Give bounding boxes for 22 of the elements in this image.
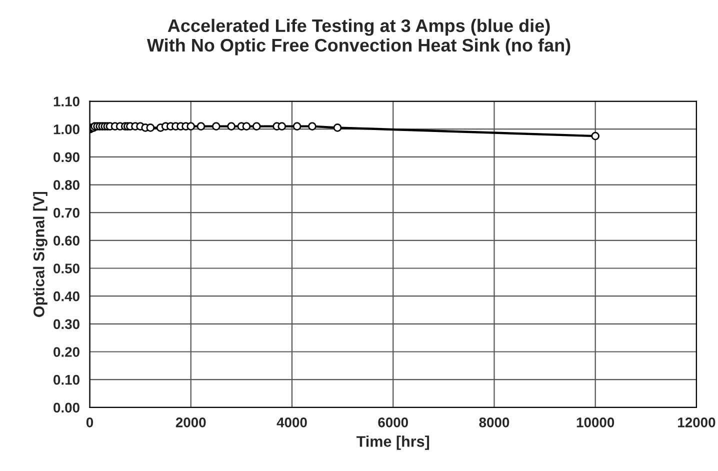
x-tick-label: 6000 xyxy=(378,418,408,428)
y-tick-label: 1.00 xyxy=(54,124,80,134)
x-axis-title: Time [hrs] xyxy=(356,436,430,450)
x-tick-label: 8000 xyxy=(479,418,510,428)
y-tick-label: 0.00 xyxy=(54,402,80,413)
y-tick-label: 0.80 xyxy=(54,180,80,190)
y-tick-label: 1.10 xyxy=(54,96,80,106)
y-axis-title: Optical Signal [V] xyxy=(33,192,48,317)
y-tick-label: 0.40 xyxy=(54,291,80,302)
x-tick-label: 10000 xyxy=(576,418,614,428)
y-tick-label: 0.60 xyxy=(54,236,80,246)
x-tick-label: 12000 xyxy=(678,418,716,428)
x-tick-label: 2000 xyxy=(176,418,206,428)
y-tick-label: 0.30 xyxy=(54,319,80,330)
x-tick-label: 0 xyxy=(86,418,94,428)
y-tick-label: 0.50 xyxy=(54,264,80,274)
y-tick-label: 0.90 xyxy=(54,152,80,162)
chart-title: Accelerated Life Testing at 3 Amps (blue die) With No Optic Free Convection Heat Sink (no fan) xyxy=(146,18,570,56)
y-tick-label: 0.70 xyxy=(54,208,80,218)
y-tick-label: 0.10 xyxy=(54,374,80,385)
x-tick-label: 4000 xyxy=(276,418,307,428)
y-tick-label: 0.20 xyxy=(54,347,80,357)
